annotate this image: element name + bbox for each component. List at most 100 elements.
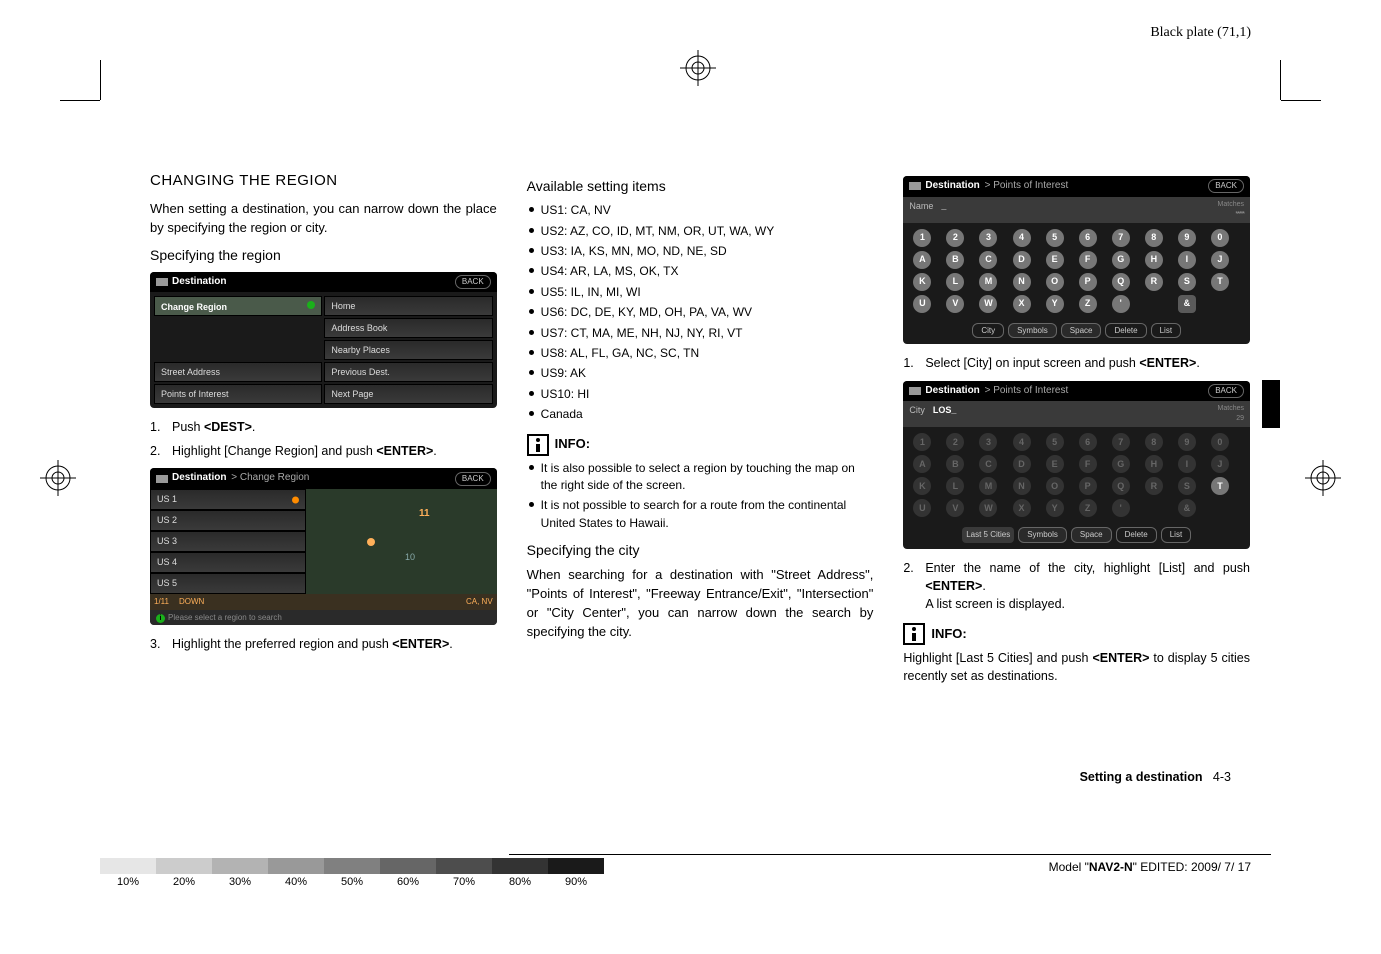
screenshot-title: Destination > Points of Interest	[925, 384, 1068, 399]
matches-indicator: Matches*****	[1218, 200, 1244, 220]
field-value: LOS_	[933, 404, 957, 424]
subheading-specifying-region: Specifying the region	[150, 245, 497, 265]
region-list-item: US 1	[150, 489, 306, 510]
menu-poi: Points of Interest	[154, 384, 322, 404]
kb-symbols-button: Symbols	[1018, 527, 1067, 543]
bullet-item: It is also possible to select a region b…	[527, 460, 874, 495]
keyboard-key: C	[979, 455, 997, 473]
step-item: Select [City] on input screen and push <…	[903, 354, 1250, 372]
subheading-specifying-city: Specifying the city	[527, 540, 874, 560]
section-tab	[1262, 380, 1280, 428]
keyboard-key: M	[979, 273, 997, 291]
keyboard-key: Z	[1079, 295, 1097, 313]
bullet-item: US4: AR, LA, MS, OK, TX	[527, 263, 874, 280]
keyboard-key: 9	[1178, 229, 1196, 247]
keyboard-key: W	[979, 499, 997, 517]
svg-text:11: 11	[419, 508, 430, 519]
kb-space-button: Space	[1061, 323, 1102, 339]
flag-icon	[909, 387, 921, 395]
kb-symbols-button: Symbols	[1008, 323, 1057, 339]
bullet-item: Canada	[527, 406, 874, 423]
keyboard-key: 8	[1145, 229, 1163, 247]
keyboard-key: 3	[979, 229, 997, 247]
bullet-item: US2: AZ, CO, ID, MT, NM, OR, UT, WA, WY	[527, 223, 874, 240]
menu-nearby-places: Nearby Places	[324, 340, 492, 360]
tip-text: iPlease select a region to search	[150, 610, 497, 626]
info-icon	[903, 623, 925, 645]
back-button: BACK	[1208, 384, 1244, 398]
density-bar: 10%20%30%40%50%60%70%80%90%	[100, 858, 604, 874]
keyboard-key: W	[979, 295, 997, 313]
density-label: 60%	[380, 876, 436, 888]
column-1: CHANGING THE REGION When setting a desti…	[150, 170, 497, 694]
keyboard-key: Y	[1046, 295, 1064, 313]
keyboard-key: O	[1046, 477, 1064, 495]
page-indicator: 1/11	[154, 596, 169, 608]
paragraph: When searching for a destination with "S…	[527, 566, 874, 641]
info-label: INFO:	[931, 625, 966, 644]
region-list-item: US 5	[150, 573, 306, 594]
region-list-item: US 3	[150, 531, 306, 552]
screenshot-destination-menu: Destination BACK Change Region Home Addr…	[150, 272, 497, 409]
page-footer: Setting a destination 4-3	[1080, 770, 1231, 784]
bullet-item: US5: IL, IN, MI, WI	[527, 284, 874, 301]
keyboard-key: S	[1178, 273, 1196, 291]
keyboard-key: R	[1145, 477, 1163, 495]
step-item: Push <DEST>.	[150, 418, 497, 436]
back-button: BACK	[1208, 179, 1244, 193]
subheading-available-items: Available setting items	[527, 176, 874, 196]
keyboard-key: F	[1079, 455, 1097, 473]
plate-label: Black plate (71,1)	[1150, 25, 1251, 41]
keyboard-key: 4	[1013, 433, 1031, 451]
keyboard-key: 6	[1079, 433, 1097, 451]
screenshot-title: Destination	[172, 275, 226, 290]
menu-street-address: Street Address	[154, 362, 322, 382]
keyboard-key: M	[979, 477, 997, 495]
field-label: City	[909, 404, 925, 424]
step-item: Enter the name of the city, highlight [L…	[903, 559, 1250, 613]
keyboard-key: B	[946, 455, 964, 473]
density-segment	[548, 858, 604, 874]
column-2: Available setting items US1: CA, NVUS2: …	[527, 170, 874, 694]
menu-previous-dest: Previous Dest.	[324, 362, 492, 382]
registration-mark	[1305, 460, 1341, 496]
screenshot-keyboard-name: Destination > Points of Interest BACK Na…	[903, 176, 1250, 344]
kb-list-button: List	[1161, 527, 1191, 543]
keyboard-key: X	[1013, 499, 1031, 517]
keyboard-key: &	[1178, 499, 1196, 517]
keyboard-key: F	[1079, 251, 1097, 269]
keyboard-key: E	[1046, 455, 1064, 473]
region-list-item: US 2	[150, 510, 306, 531]
keyboard-key: 8	[1145, 433, 1163, 451]
keyboard-key: 5	[1046, 433, 1064, 451]
info-icon	[527, 434, 549, 456]
keyboard-key: D	[1013, 455, 1031, 473]
keyboard-key: P	[1079, 273, 1097, 291]
info-callout: INFO:	[527, 434, 874, 456]
step-item: Highlight the preferred region and push …	[150, 635, 497, 653]
flag-icon	[156, 278, 168, 286]
keyboard-key: J	[1211, 455, 1229, 473]
keyboard-key: Z	[1079, 499, 1097, 517]
keyboard-key: 0	[1211, 229, 1229, 247]
kb-list-button: List	[1151, 323, 1181, 339]
kb-space-button: Space	[1071, 527, 1112, 543]
keyboard-key: 4	[1013, 229, 1031, 247]
density-segment	[492, 858, 548, 874]
keyboard-key: A	[913, 251, 931, 269]
matches-indicator: Matches29	[1218, 404, 1244, 424]
menu-address-book: Address Book	[324, 318, 492, 338]
bullet-item: US6: DC, DE, KY, MD, OH, PA, VA, WV	[527, 304, 874, 321]
keyboard-key: V	[946, 295, 964, 313]
keyboard-key: N	[1013, 273, 1031, 291]
flag-icon	[909, 182, 921, 190]
density-segment	[436, 858, 492, 874]
heading-changing-region: CHANGING THE REGION	[150, 170, 497, 192]
keyboard-key: T	[1211, 477, 1229, 495]
kb-delete-button: Delete	[1105, 323, 1146, 339]
info-label: INFO:	[555, 435, 590, 454]
keyboard-key: K	[913, 273, 931, 291]
menu-change-region: Change Region	[154, 296, 322, 316]
density-segment	[212, 858, 268, 874]
keyboard-key: U	[913, 295, 931, 313]
